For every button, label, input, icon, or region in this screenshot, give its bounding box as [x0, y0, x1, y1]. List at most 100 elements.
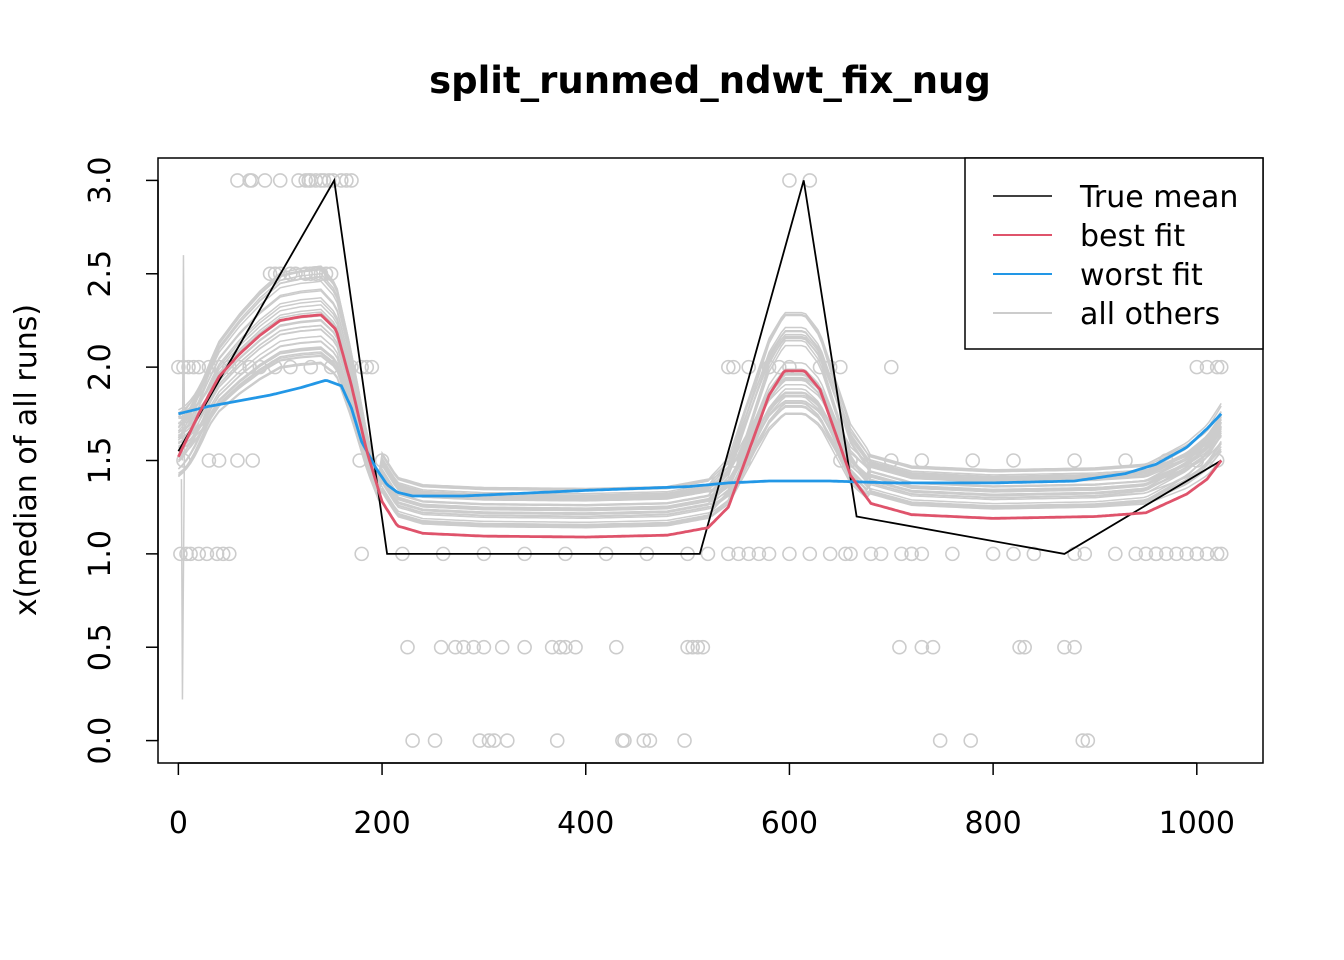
scatter-points-layer: [171, 173, 1229, 748]
y-axis: 0.0 0.5 1.0 1.5 2.0 2.5 3.0: [83, 157, 159, 764]
scatter-point: [741, 359, 756, 375]
y-tick-label: 2.5: [83, 250, 118, 298]
scatter-point: [267, 266, 283, 282]
scatter-point: [822, 359, 838, 375]
y-tick-label: 0.5: [83, 623, 118, 671]
scatter-point: [481, 733, 497, 748]
scatter-point: [283, 266, 298, 282]
scatter-point: [211, 453, 227, 468]
scatter-point: [721, 546, 736, 562]
scatter-point: [1158, 546, 1174, 562]
scatter-point: [1077, 546, 1093, 562]
legend-label: True mean: [1079, 180, 1238, 215]
scatter-point: [323, 266, 339, 282]
scatter-point: [323, 359, 339, 375]
scatter-point: [199, 546, 215, 562]
scatter-point: [932, 733, 948, 748]
scatter-point: [863, 546, 879, 562]
scatter-point: [1148, 546, 1164, 562]
scatter-point: [642, 733, 658, 748]
scatter-point: [914, 453, 930, 468]
scatter-point: [308, 266, 324, 282]
scatter-point: [1199, 546, 1215, 562]
scatter-point: [904, 546, 919, 562]
scatter-point: [721, 359, 736, 375]
scatter-point: [726, 359, 741, 375]
scatter-point: [1067, 453, 1082, 468]
scatter-point: [313, 266, 329, 282]
y-tick-label: 1.0: [83, 530, 118, 578]
scatter-point: [245, 453, 261, 468]
scatter-point: [1006, 453, 1021, 468]
legend-box: [964, 157, 1264, 350]
x-tick-label: 400: [557, 806, 614, 841]
scatter-point: [232, 359, 247, 375]
other-run-line: [178, 324, 1222, 498]
scatter-point: [298, 266, 313, 282]
scatter-point: [608, 639, 624, 655]
scatter-point: [552, 639, 568, 655]
scatter-point: [215, 546, 231, 562]
worst-fit-line: [178, 379, 1223, 498]
scatter-point: [272, 173, 288, 188]
scatter-point: [221, 546, 237, 562]
scatter-point: [812, 359, 828, 375]
scatter-point: [558, 639, 573, 655]
scatter-point: [374, 453, 390, 468]
scatter-point: [186, 359, 201, 375]
scatter-point: [1128, 546, 1143, 562]
scatter-point: [1118, 453, 1133, 468]
scatter-point: [883, 453, 899, 468]
scatter-point: [1209, 359, 1225, 375]
scatter-point: [1213, 359, 1229, 375]
scatter-point: [1199, 359, 1215, 375]
scatter-point: [965, 453, 981, 468]
scatter-point: [1080, 733, 1096, 748]
scatter-point: [400, 639, 415, 655]
scatter-point: [1189, 453, 1205, 468]
scatter-point: [822, 546, 838, 562]
scatter-point: [191, 359, 207, 375]
scatter-point: [894, 546, 909, 562]
x-tick-label: 200: [353, 806, 410, 841]
scatter-point: [838, 546, 853, 562]
scatter-point: [833, 453, 848, 468]
scatter-point: [726, 453, 741, 468]
y-tick-label: 2.0: [83, 343, 118, 391]
scatter-point: [427, 733, 443, 748]
legend: True mean best fit worst fit all others: [964, 157, 1264, 350]
chart-title: split_runmed_ndwt_fix_nug: [429, 59, 991, 102]
scatter-point: [741, 546, 756, 562]
y-tick-label: 3.0: [83, 157, 118, 205]
y-axis-label: x(median of all runs): [9, 304, 44, 616]
scatter-point: [1209, 546, 1225, 562]
scatter-point: [303, 266, 319, 282]
scatter-point: [945, 546, 960, 562]
scatter-point: [1017, 639, 1032, 655]
scatter-point: [230, 453, 245, 468]
scatter-point: [677, 733, 692, 748]
other-run-line: [177, 276, 1222, 499]
scatter-point: [1138, 546, 1154, 562]
scatter-point: [252, 359, 268, 375]
scatter-point: [761, 546, 777, 562]
x-tick-label: 0: [169, 806, 188, 841]
scatter-point: [466, 639, 482, 655]
scatter-point: [352, 453, 367, 468]
scatter-point: [257, 173, 273, 188]
scatter-point: [883, 359, 899, 375]
true-mean-line: [177, 177, 1222, 555]
scatter-point: [171, 359, 186, 375]
scatter-point: [914, 639, 930, 655]
scatter-point: [354, 546, 369, 562]
scatter-point: [700, 546, 716, 562]
scatter-point: [476, 639, 492, 655]
scatter-point: [500, 733, 515, 748]
scatter-point: [1189, 359, 1205, 375]
scatter-point: [1067, 639, 1082, 655]
scatter-point: [201, 453, 217, 468]
scatter-point: [782, 173, 797, 188]
scatter-point: [1006, 546, 1021, 562]
scatter-point: [963, 733, 979, 748]
